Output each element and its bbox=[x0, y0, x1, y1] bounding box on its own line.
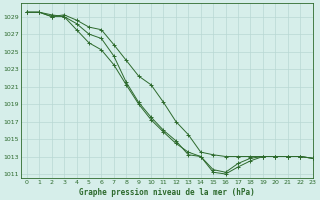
X-axis label: Graphe pression niveau de la mer (hPa): Graphe pression niveau de la mer (hPa) bbox=[79, 188, 254, 197]
